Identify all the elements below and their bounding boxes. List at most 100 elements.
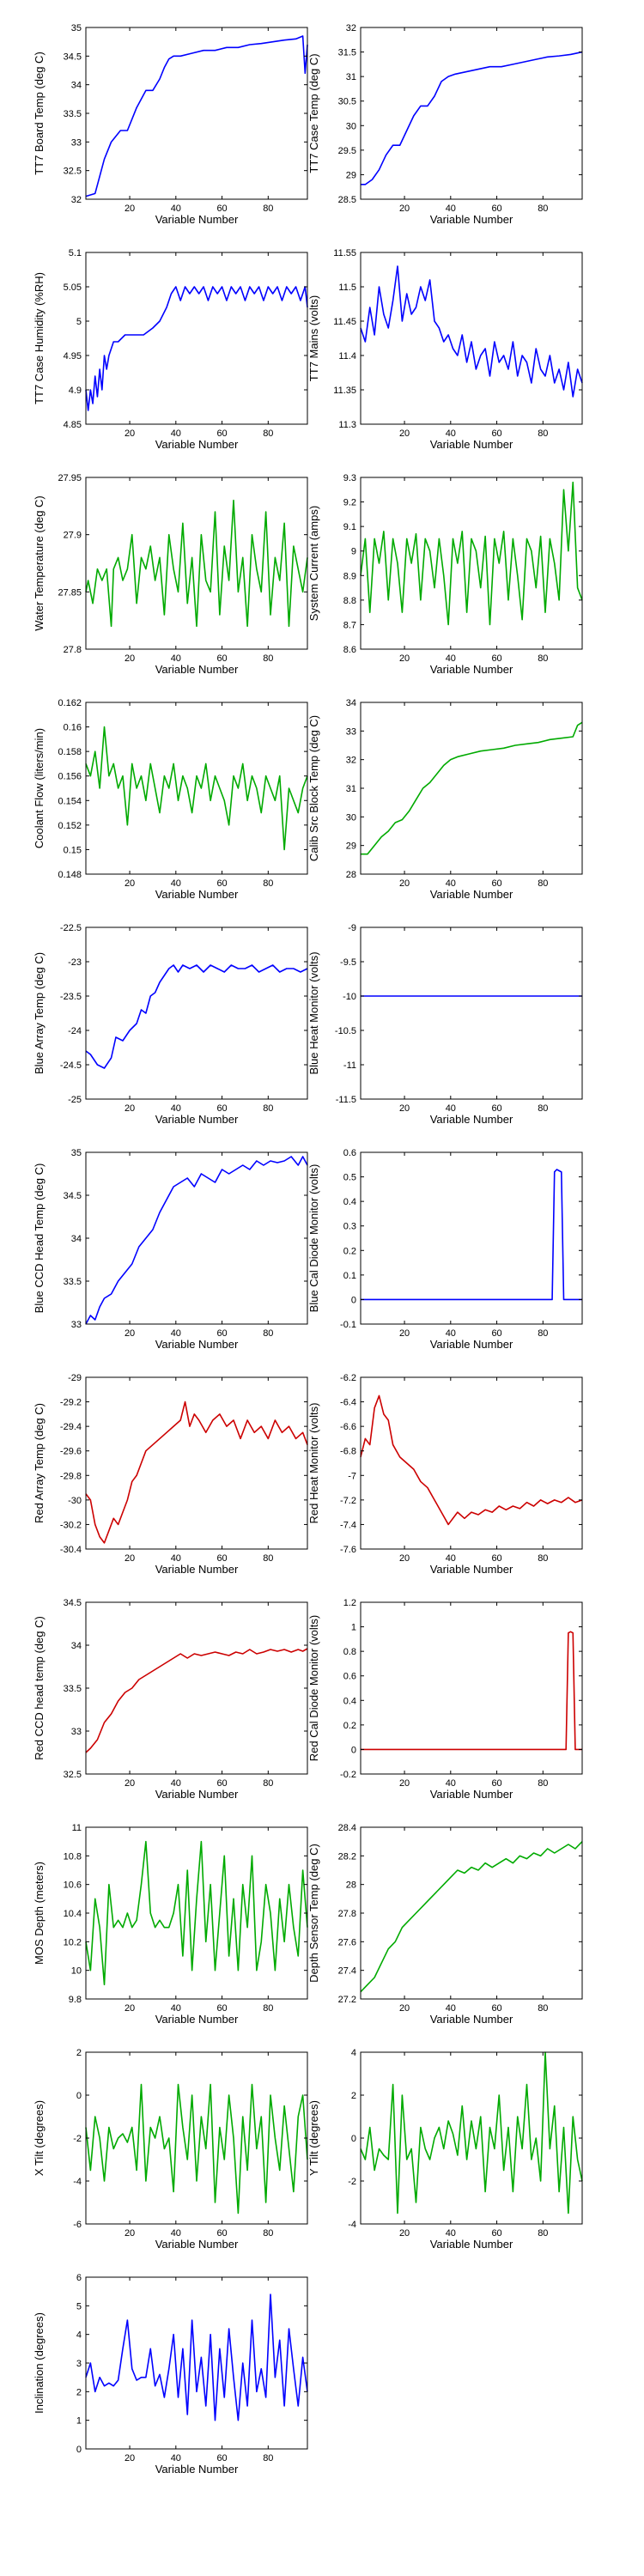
- x-tick-label: 20: [399, 1553, 410, 1564]
- x-tick-label: 20: [399, 428, 410, 439]
- y-axis-label: Inclination (degrees): [33, 2312, 46, 2414]
- x-tick-label: 40: [171, 2003, 181, 2014]
- y-tick-label: 29: [346, 170, 356, 180]
- x-axis-label: Variable Number: [155, 2463, 239, 2476]
- x-tick-label: 40: [171, 1553, 181, 1564]
- y-axis-label: Calib Src Block Temp (deg C): [307, 715, 320, 861]
- x-axis-label: Variable Number: [430, 1113, 513, 1126]
- y-axis-label: Red CCD head temp (deg C): [33, 1616, 46, 1760]
- x-tick-label: 20: [399, 1103, 410, 1114]
- x-tick-label: 80: [538, 204, 548, 214]
- y-tick-label: 27.4: [338, 1966, 356, 1977]
- x-tick-label: 60: [216, 1778, 227, 1789]
- y-tick-label: -30.4: [60, 1545, 82, 1555]
- y-tick-label: 31.5: [338, 48, 356, 58]
- axes-box: [85, 1376, 308, 1550]
- subplot-12: -0.1 0 0.1 0.2 0.3 0.4 0.5 0.6 20 40 60 80 Variable …: [307, 1148, 583, 1351]
- y-tick-label: -24: [68, 1026, 82, 1036]
- y-tick-label: 0.158: [58, 747, 82, 757]
- y-tick-label: -23.5: [60, 992, 82, 1002]
- y-tick-label: -6.6: [340, 1422, 356, 1432]
- x-tick-label: 80: [538, 1328, 548, 1339]
- x-tick-label: 80: [263, 1778, 273, 1789]
- x-tick-label: 40: [171, 1778, 181, 1789]
- x-axis-label: Variable Number: [430, 213, 513, 226]
- x-tick-label: 60: [491, 1553, 501, 1564]
- y-tick-label: 34.5: [64, 1191, 82, 1201]
- y-tick-label: 31: [346, 784, 356, 794]
- x-tick-label: 40: [446, 2228, 456, 2239]
- subplot-7: 0.148 0.15 0.152 0.154 0.156 0.158 0.16 0.162 20…: [33, 698, 308, 901]
- x-tick-label: 80: [263, 1553, 273, 1564]
- y-tick-label: -22.5: [60, 923, 82, 933]
- y-axis-label: Y Tilt (degrees): [307, 2100, 320, 2176]
- x-tick-label: 60: [216, 1553, 227, 1564]
- y-tick-label: 9.1: [343, 522, 356, 532]
- y-axis-label: Red Cal Diode Monitor (volts): [307, 1615, 320, 1762]
- y-tick-label: 8.8: [343, 596, 356, 606]
- series-line: [85, 2293, 308, 2421]
- x-tick-label: 40: [446, 653, 456, 664]
- x-tick-label: 20: [125, 2228, 135, 2239]
- y-axis-label: System Current (amps): [307, 506, 320, 621]
- y-tick-label: 27.6: [338, 1937, 356, 1947]
- y-axis-label: Red Heat Monitor (volts): [307, 1403, 320, 1524]
- x-tick-label: 40: [446, 1328, 456, 1339]
- axes-box: [85, 252, 308, 425]
- y-tick-label: 10: [71, 1966, 82, 1977]
- y-tick-label: -4: [73, 2177, 82, 2187]
- x-tick-label: 80: [263, 2453, 273, 2464]
- series-line: [361, 721, 583, 855]
- x-tick-label: 60: [491, 428, 501, 439]
- subplot-16: -0.2 0 0.2 0.4 0.6 0.8 1 1.2 20 40 60 80 Variable Nu…: [307, 1598, 583, 1801]
- x-tick-label: 80: [263, 653, 273, 664]
- y-tick-label: -2: [73, 2134, 82, 2144]
- y-tick-label: -10: [343, 992, 356, 1002]
- y-tick-label: 2: [351, 2091, 356, 2101]
- y-axis-label: Coolant Flow (liters/min): [33, 728, 46, 848]
- x-tick-label: 40: [446, 1553, 456, 1564]
- y-tick-label: 9: [351, 547, 356, 557]
- x-axis-label: Variable Number: [155, 888, 239, 901]
- y-tick-label: 11.35: [333, 386, 356, 396]
- y-tick-label: 34.5: [64, 52, 82, 62]
- y-tick-label: 32: [346, 756, 356, 766]
- y-tick-label: 5: [76, 2301, 82, 2312]
- x-tick-label: 40: [446, 2003, 456, 2014]
- subplot-14: -7.6 -7.4 -7.2 -7 -6.8 -6.6 -6.4 -6.2 20 40 60 80 Va…: [307, 1373, 583, 1576]
- y-tick-label: 11.3: [338, 420, 356, 430]
- x-tick-label: 20: [399, 653, 410, 664]
- y-tick-label: -0.2: [340, 1770, 356, 1780]
- x-tick-label: 80: [263, 428, 273, 439]
- x-tick-label: 60: [216, 878, 227, 889]
- x-tick-label: 60: [216, 1328, 227, 1339]
- series-line: [360, 265, 583, 398]
- x-tick-label: 80: [263, 1328, 273, 1339]
- y-tick-label: 27.2: [338, 1995, 356, 2005]
- y-tick-label: 27.95: [58, 473, 82, 483]
- x-tick-label: 40: [446, 878, 456, 889]
- x-tick-label: 80: [538, 1103, 548, 1114]
- x-tick-label: 20: [399, 2228, 410, 2239]
- y-tick-label: 33.5: [64, 109, 82, 119]
- axes-box: [360, 1601, 583, 1775]
- y-tick-label: 0.6: [343, 1148, 356, 1158]
- x-tick-label: 40: [446, 204, 456, 214]
- subplot-21: 0 1 2 3 4 5 6 20 40 60 80 Variable Number Inclinatio…: [33, 2273, 308, 2476]
- y-tick-label: 33: [71, 1320, 82, 1330]
- y-tick-label: -11: [343, 1060, 356, 1071]
- series-line: [85, 1648, 308, 1753]
- x-tick-label: 40: [171, 2228, 181, 2239]
- series-line: [85, 964, 308, 1069]
- y-axis-label: Blue Heat Monitor (volts): [307, 951, 320, 1074]
- y-tick-label: 33.5: [64, 1684, 82, 1694]
- x-tick-label: 20: [399, 204, 410, 214]
- y-tick-label: 0: [351, 1295, 356, 1305]
- y-tick-label: 34: [71, 1641, 82, 1651]
- x-tick-label: 60: [216, 2453, 227, 2464]
- y-tick-label: -29.8: [60, 1471, 82, 1481]
- y-axis-label: Water Temperature (deg C): [33, 495, 46, 631]
- x-tick-label: 60: [491, 2228, 501, 2239]
- y-tick-label: 1: [76, 2416, 82, 2427]
- x-tick-label: 60: [491, 2003, 501, 2014]
